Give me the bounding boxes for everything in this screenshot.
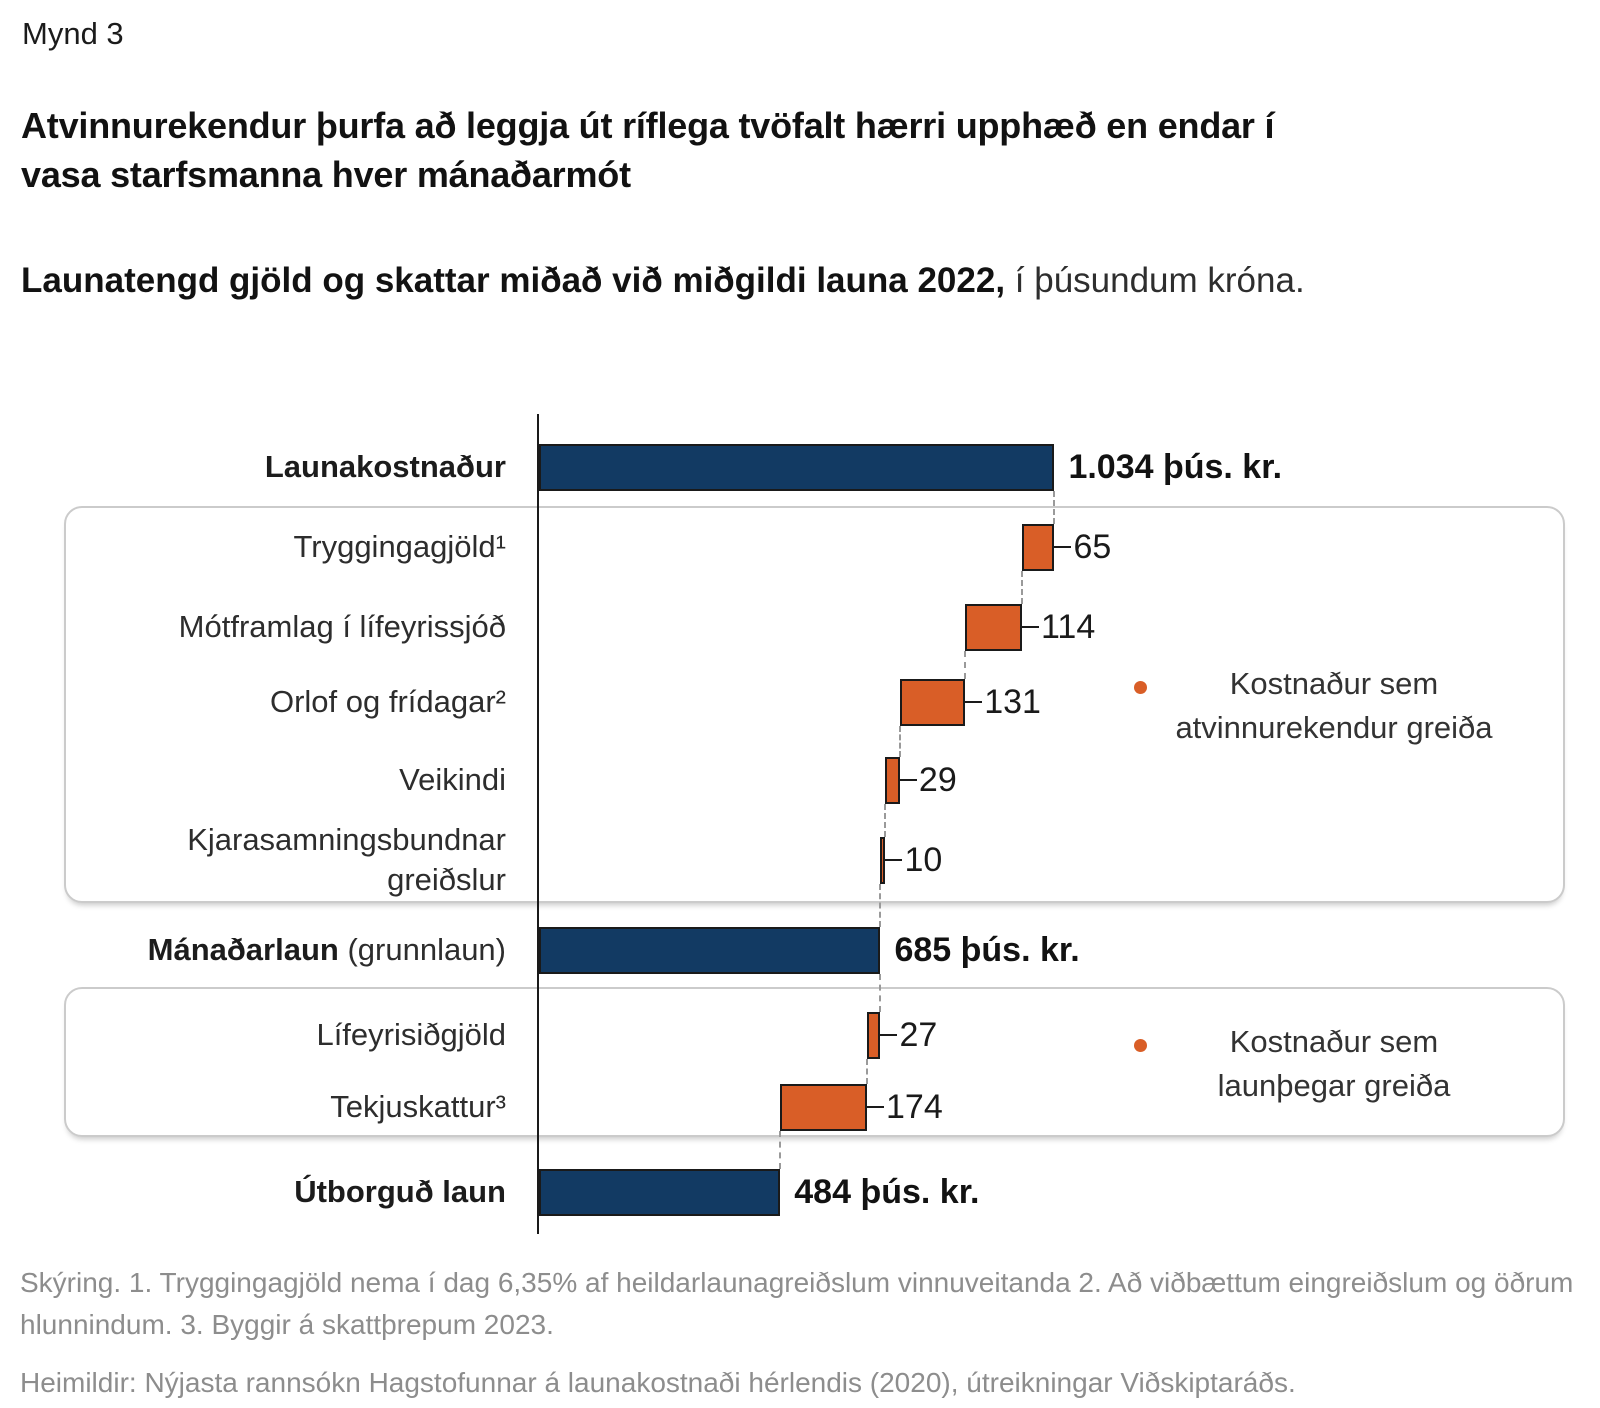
footnote-line2: hlunnindum. 3. Byggir á skattþrepum 2023… — [20, 1309, 554, 1340]
value-tick — [885, 859, 903, 861]
value-tick — [1022, 626, 1040, 628]
total-value-label: 1.034 þús. kr. — [1068, 448, 1283, 486]
component-value-label: 131 — [984, 683, 1041, 721]
component-value-label: 174 — [886, 1088, 943, 1126]
value-tick — [899, 779, 917, 781]
waterfall-connector — [1021, 570, 1024, 604]
row-label: Orlof og frídagar² — [0, 682, 506, 722]
row-label-text: Kjarasamningsbundnar — [187, 822, 506, 857]
row-label-text: Launakostnaður — [264, 449, 506, 484]
row-label-text: (grunnlaun) — [338, 932, 506, 967]
waterfall-connector — [879, 883, 882, 927]
component-value-label: 10 — [904, 841, 943, 879]
bar-component — [1022, 523, 1055, 571]
bar-total — [539, 443, 1055, 491]
row-label: Lífeyrisiðgjöld — [0, 1015, 506, 1055]
chart-subtitle-bold: Launatengd gjöld og skattar miðað við mi… — [21, 261, 1006, 300]
row-label-line: Tekjuskattur³ — [0, 1087, 506, 1127]
cost-group-box-2 — [64, 987, 1565, 1137]
component-value-label: 65 — [1073, 528, 1112, 566]
legend-label-1: Kostnaður sem atvinnurekendur greiða — [1158, 662, 1510, 750]
component-value-label: 114 — [1041, 608, 1096, 646]
cost-group-box-1 — [64, 506, 1565, 903]
waterfall-connector — [879, 973, 882, 1012]
bar-component — [867, 1011, 881, 1059]
row-label-line: Launakostnaður — [0, 447, 506, 487]
waterfall-connector — [1053, 490, 1056, 524]
value-tick — [965, 701, 983, 703]
row-label-text: Mótframlag í lífeyrissjóð — [178, 609, 506, 644]
bar-component — [899, 678, 966, 726]
row-label-text: Orlof og frídagar² — [269, 684, 506, 719]
row-label: Útborguð laun — [0, 1172, 506, 1212]
value-tick — [867, 1106, 884, 1108]
bar-component — [880, 836, 886, 884]
row-label-text: Tryggingagjöld¹ — [293, 529, 506, 564]
row-label-text: Tekjuskattur³ — [330, 1089, 506, 1124]
row-label-line: Útborguð laun — [0, 1172, 506, 1212]
bar-component — [965, 603, 1023, 651]
waterfall-connector — [884, 803, 887, 837]
row-label: Kjarasamningsbundnar greiðslur — [0, 820, 506, 900]
legend-label-line: atvinnurekendur greiða — [1175, 710, 1493, 745]
row-label-line: Kjarasamningsbundnar — [0, 820, 506, 860]
legend-bullet-icon — [1134, 1039, 1147, 1052]
footnote-line1: Skýring. 1. Tryggingagjöld nema í dag 6,… — [20, 1267, 1574, 1298]
row-label: Mótframlag í lífeyrissjóð — [0, 607, 506, 647]
row-label-line: Tryggingagjöld¹ — [0, 527, 506, 567]
source-note: Heimildir: Nýjasta rannsókn Hagstofunnar… — [20, 1367, 1296, 1398]
bar-component — [780, 1083, 867, 1131]
legend-label-2: Kostnaður sem launþegar greiða — [1158, 1020, 1510, 1108]
row-label-text: Útborguð laun — [294, 1174, 506, 1209]
row-label-text: Lífeyrisiðgjöld — [316, 1017, 506, 1052]
row-label-line: Orlof og frídagar² — [0, 682, 506, 722]
row-label-text: Veikindi — [399, 762, 506, 797]
total-value-label: 484 þús. kr. — [794, 1173, 980, 1211]
row-label: Launakostnaður — [0, 447, 506, 487]
component-value-label: 29 — [918, 761, 957, 799]
value-tick — [1054, 546, 1072, 548]
row-label: Tryggingagjöld¹ — [0, 527, 506, 567]
row-label-line: Mánaðarlaun (grunnlaun) — [0, 930, 506, 970]
value-tick — [880, 1034, 898, 1036]
waterfall-connector — [779, 1130, 782, 1169]
row-label-line: Veikindi — [0, 760, 506, 800]
component-value-label: 27 — [899, 1016, 938, 1054]
chart-title-line1: Atvinnurekendur þurfa að leggja út rífle… — [21, 105, 1275, 146]
chart-title: Atvinnurekendur þurfa að leggja út rífle… — [21, 101, 1275, 199]
waterfall-connector — [964, 650, 967, 679]
row-label-text: Mánaðarlaun — [147, 932, 339, 967]
legend-label-line: launþegar greiða — [1217, 1068, 1451, 1103]
bar-total — [539, 1168, 781, 1216]
chart-title-line2: vasa starfsmanna hver mánaðarmót — [21, 154, 631, 195]
total-value-label: 685 þús. kr. — [894, 931, 1080, 969]
row-label: Mánaðarlaun (grunnlaun) — [0, 930, 506, 970]
waterfall-connector — [866, 1058, 868, 1084]
row-label-text: greiðslur — [387, 862, 506, 897]
legend-label-line: Kostnaður sem — [1229, 666, 1439, 701]
figure-number: Mynd 3 — [22, 16, 124, 51]
chart-subtitle: Launatengd gjöld og skattar miðað við mi… — [21, 261, 1305, 301]
row-label: Veikindi — [0, 760, 506, 800]
row-label: Tekjuskattur³ — [0, 1087, 506, 1127]
waterfall-connector — [898, 725, 901, 757]
legend-bullet-icon — [1134, 681, 1147, 694]
row-label-line: Lífeyrisiðgjöld — [0, 1015, 506, 1055]
row-label-line: greiðslur — [0, 860, 506, 900]
bar-total — [539, 926, 881, 974]
chart-subtitle-regular: í þúsundum króna. — [1005, 261, 1305, 300]
value-axis — [537, 414, 539, 1234]
bar-component — [885, 756, 900, 804]
row-label-line: Mótframlag í lífeyrissjóð — [0, 607, 506, 647]
legend-label-line: Kostnaður sem — [1229, 1024, 1439, 1059]
